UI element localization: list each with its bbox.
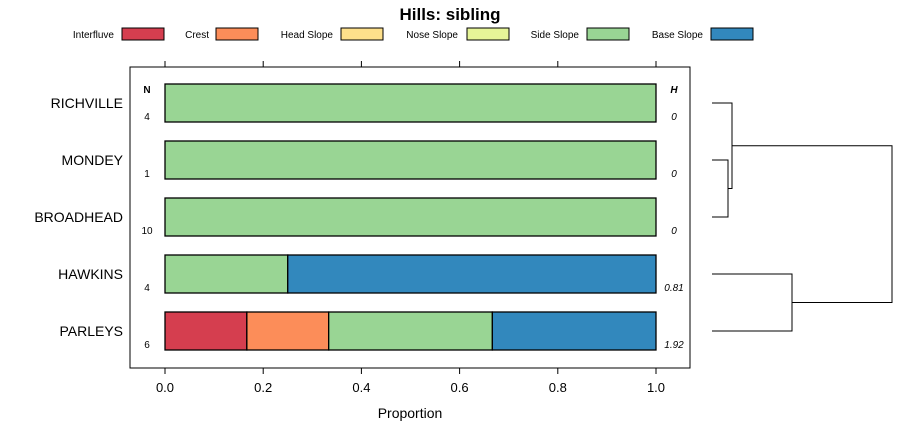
n-label: 6 (144, 340, 150, 351)
n-labels: 4 1 10 4 6 (141, 112, 153, 351)
x-axis: 0.0 0.2 0.4 0.6 0.8 1.0 (156, 61, 665, 395)
dendrogram-link (712, 273, 793, 332)
legend-label: Crest (185, 30, 209, 41)
dendrogram-link (732, 145, 893, 303)
bar-segment (164, 140, 657, 180)
chart-title: Hills: sibling (399, 5, 500, 24)
legend-label: Head Slope (281, 30, 334, 41)
bar-segment (287, 254, 657, 294)
n-label: 4 (144, 112, 150, 123)
legend-label: Base Slope (652, 30, 704, 41)
h-label: 0.81 (664, 283, 683, 294)
category-label: HAWKINS (58, 266, 123, 282)
x-tick-label: 0.6 (451, 380, 469, 395)
x-axis-title: Proportion (378, 405, 443, 421)
legend-swatch (586, 27, 630, 41)
n-label: 1 (144, 169, 150, 180)
x-tick-label: 0.0 (156, 380, 174, 395)
h-label: 1.92 (664, 340, 684, 351)
bar-segment (164, 254, 289, 294)
category-label: PARLEYS (59, 323, 123, 339)
dendrogram-link (712, 102, 733, 189)
legend-swatch (121, 27, 165, 41)
n-label: 10 (141, 226, 153, 237)
legend-swatch (340, 27, 384, 41)
x-tick-label: 1.0 (647, 380, 665, 395)
legend-swatch (215, 27, 259, 41)
legend-label: Nose Slope (406, 30, 458, 41)
plot-frame (129, 66, 691, 369)
h-label: 0 (671, 112, 677, 123)
category-label: RICHVILLE (51, 95, 123, 111)
n-label: 4 (144, 283, 150, 294)
h-label: 0 (671, 169, 677, 180)
bar-segment (246, 311, 330, 351)
bar-segment (328, 311, 493, 351)
category-labels: RICHVILLE MONDEY BROADHEAD HAWKINS PARLEYS (34, 95, 123, 339)
dendrogram-link (712, 159, 729, 218)
h-column-header: H (670, 85, 678, 96)
bars-group (164, 83, 657, 351)
h-labels: 0 0 0 0.81 1.92 (664, 112, 684, 351)
x-tick-label: 0.2 (254, 380, 272, 395)
x-tick-label: 0.8 (549, 380, 567, 395)
x-tick-label: 0.4 (352, 380, 370, 395)
h-label: 0 (671, 226, 677, 237)
category-label: BROADHEAD (34, 209, 123, 225)
legend-label: Interfluve (73, 30, 115, 41)
dendrogram (712, 102, 893, 332)
bar-segment (164, 311, 248, 351)
legend-label: Side Slope (531, 30, 580, 41)
bar-segment (164, 197, 657, 237)
bar-segment (164, 83, 657, 123)
legend: Interfluve Crest Head Slope Nose Slope Side … (73, 27, 754, 41)
legend-swatch (710, 27, 754, 41)
legend-swatch (466, 27, 510, 41)
bar-segment (491, 311, 657, 351)
n-column-header: N (143, 85, 150, 96)
category-label: MONDEY (62, 152, 124, 168)
